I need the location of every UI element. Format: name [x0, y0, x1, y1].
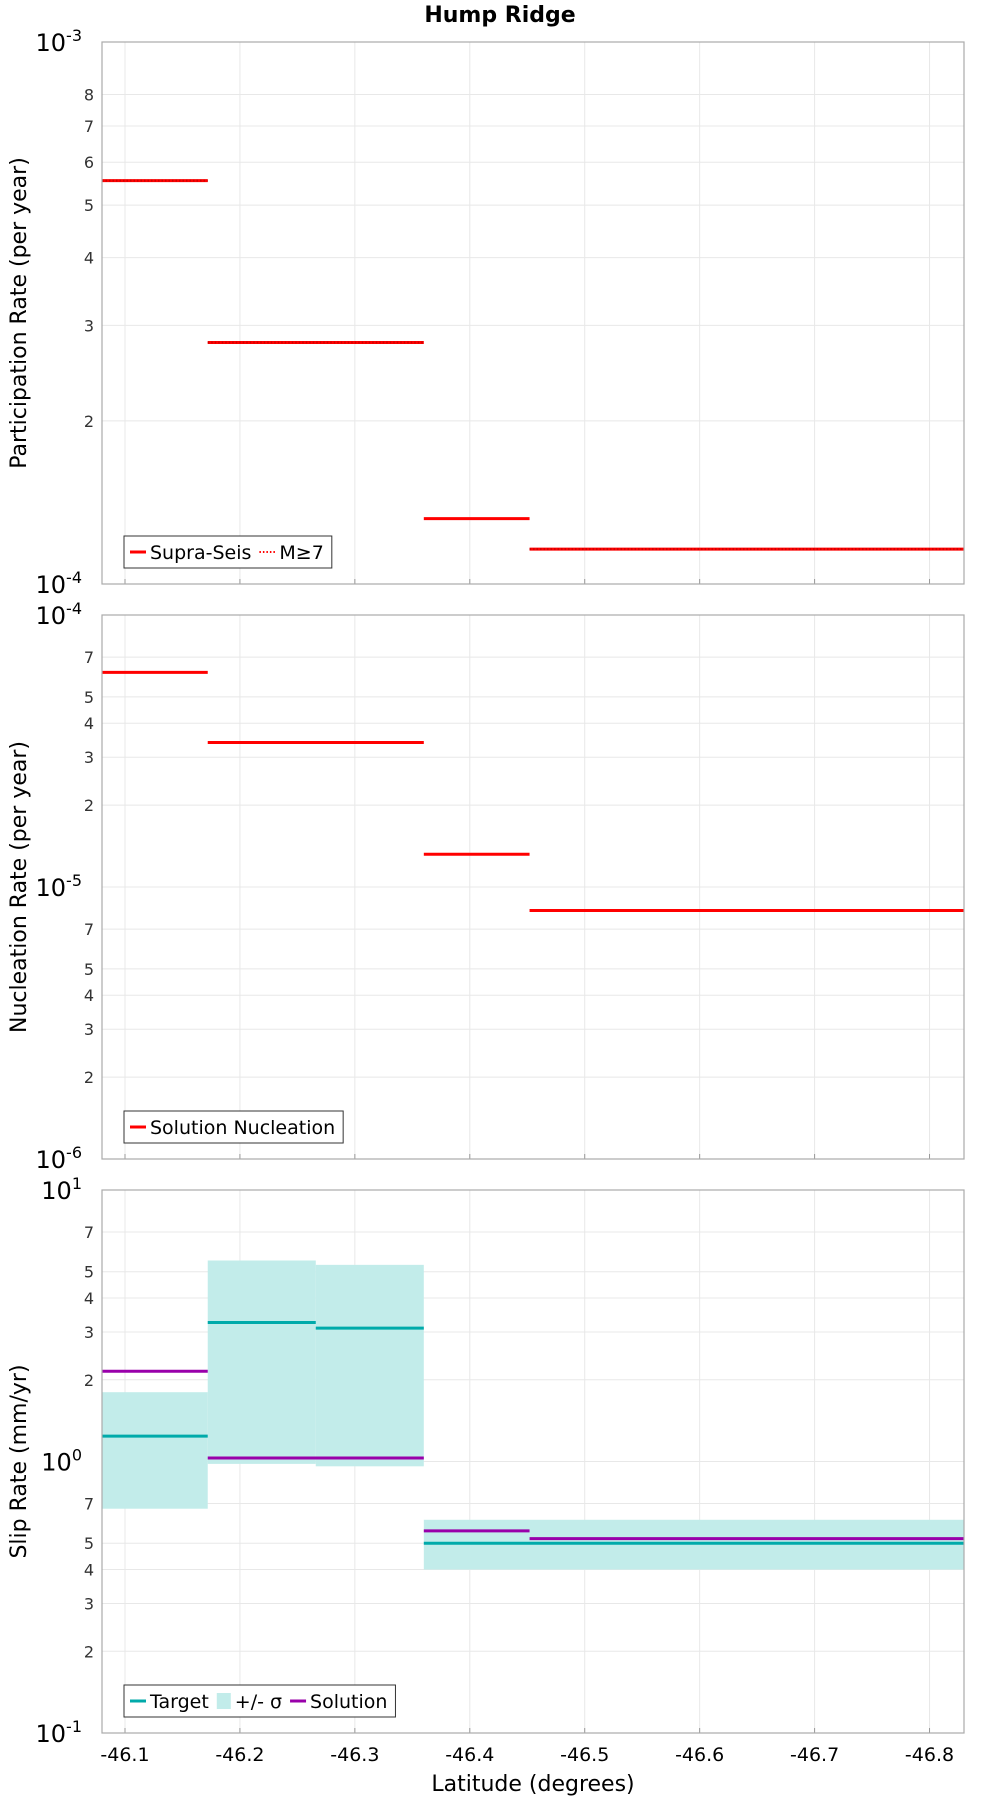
- plot-frame: [101, 1189, 965, 1734]
- x-tick-label: -46.2: [215, 1744, 264, 1766]
- y-axis-label: Participation Rate (per year): [7, 157, 32, 469]
- y-minor-tick-label: 2: [84, 412, 94, 431]
- plot-frame: [101, 614, 965, 1160]
- legend-label: Solution: [310, 1691, 387, 1713]
- legend-label: Supra-Seis: [150, 542, 251, 564]
- plot-frame: [101, 41, 965, 585]
- y-minor-tick-label: 4: [84, 714, 94, 733]
- legend-label: +/- σ: [235, 1691, 282, 1713]
- legend-label: Solution Nucleation: [150, 1117, 335, 1139]
- x-tick-label: -46.1: [100, 1744, 149, 1766]
- legend: Target +/- σ Solution: [123, 1684, 396, 1718]
- y-minor-tick-label: 3: [84, 316, 94, 335]
- y-minor-tick-label: 7: [84, 648, 94, 667]
- y-minor-tick-label: 5: [84, 960, 94, 979]
- sigma-band: [102, 1392, 208, 1509]
- legend-box: [123, 535, 333, 569]
- y-minor-tick-label: 7: [84, 920, 94, 939]
- legend-label: M≥7: [279, 542, 323, 564]
- series-solution-nucleation: [102, 670, 964, 912]
- legend-box: [123, 1684, 396, 1718]
- y-minor-tick-label: 4: [84, 1289, 94, 1308]
- x-tick-label: -46.7: [790, 1744, 839, 1766]
- y-minor-tick-label: 3: [84, 1020, 94, 1039]
- y-minor-tick-label: 3: [84, 748, 94, 767]
- y-minor-tick-label: 2: [84, 1068, 94, 1087]
- y-minor-tick-label: 3: [84, 1594, 94, 1613]
- y-axis-label: Slip Rate (mm/yr): [7, 1364, 32, 1558]
- y-minor-tick-label: 7: [84, 1495, 94, 1514]
- y-minor-tick-label: 2: [84, 1371, 94, 1390]
- legend-box: [123, 1110, 344, 1144]
- y-minor-tick-label: 4: [84, 249, 94, 268]
- series-target: [102, 1321, 964, 1545]
- y-minor-tick-label: 6: [84, 153, 94, 172]
- legend: Solution Nucleation: [123, 1110, 344, 1144]
- y-minor-tick-label: 4: [84, 986, 94, 1005]
- y-minor-tick-label: 5: [84, 1263, 94, 1282]
- y-minor-tick-label: 2: [84, 1642, 94, 1661]
- x-tick-label: -46.6: [675, 1744, 724, 1766]
- sigma-band: [315, 1264, 424, 1467]
- chart-title: Hump Ridge: [424, 3, 575, 28]
- x-tick-label: -46.4: [445, 1744, 494, 1766]
- y-minor-tick-label: 7: [84, 1223, 94, 1242]
- y-minor-tick-label: 5: [84, 688, 94, 707]
- sigma-band: [207, 1260, 316, 1464]
- series-solution: [102, 1369, 964, 1541]
- y-minor-tick-label: 3: [84, 1323, 94, 1342]
- y-axis-label: Nucleation Rate (per year): [7, 741, 32, 1033]
- legend-swatch: [216, 1693, 231, 1709]
- y-minor-tick-label: 7: [84, 117, 94, 136]
- y-minor-tick-label: 5: [84, 1534, 94, 1553]
- y-minor-tick-label: 2: [84, 796, 94, 815]
- y-minor-tick-label: 4: [84, 1561, 94, 1580]
- x-tick-label: -46.8: [905, 1744, 954, 1766]
- x-axis-label: Latitude (degrees): [431, 1772, 634, 1797]
- legend-label: Target: [149, 1691, 209, 1713]
- y-minor-tick-label: 5: [84, 196, 94, 215]
- x-tick-label: -46.5: [560, 1744, 609, 1766]
- x-tick-label: -46.3: [330, 1744, 379, 1766]
- y-minor-tick-label: 8: [84, 86, 94, 105]
- series-m-7: [102, 179, 964, 551]
- legend: Supra-Seis M≥7: [123, 535, 333, 569]
